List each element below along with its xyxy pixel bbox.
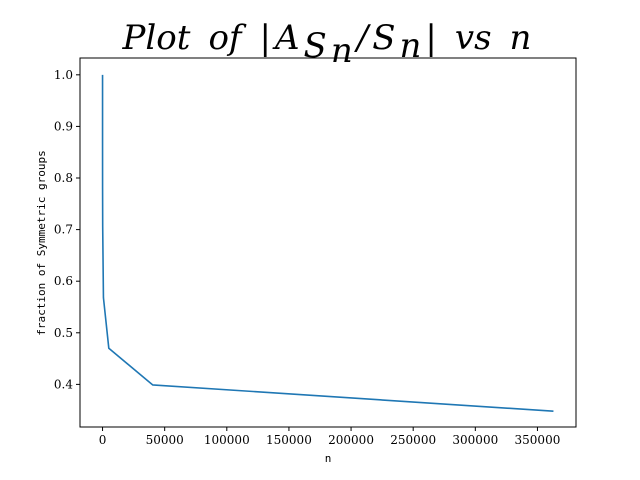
- title-plot: Plot: [122, 18, 191, 58]
- x-tick-label: 0: [99, 433, 107, 447]
- title-slash: /: [354, 18, 372, 58]
- x-axis-label: n: [325, 452, 332, 465]
- y-tick-label: 0.6: [54, 274, 73, 288]
- x-tick-label: 300000: [452, 433, 498, 447]
- title-of: of: [208, 18, 246, 58]
- y-tick-label: 0.4: [54, 377, 73, 391]
- plot-area: 0 50000 100000 150000 200000 250000 300000 3500…: [54, 57, 577, 447]
- x-tick-label: 250000: [390, 433, 436, 447]
- series-line-0: [101, 74, 554, 413]
- y-tick-label: 0.7: [54, 223, 73, 237]
- y-tick-label: 0.5: [54, 326, 73, 340]
- x-tick-label: 50000: [146, 433, 184, 447]
- x-tick-label: 200000: [328, 433, 374, 447]
- y-tick-label: 0.9: [54, 119, 73, 133]
- axes-frame: [79, 57, 577, 428]
- title-n-end: n: [510, 18, 532, 58]
- title-bar-left: |: [260, 18, 271, 58]
- title-a: A: [272, 18, 300, 58]
- title-sub-s: S: [304, 26, 327, 66]
- title-vs: vs: [455, 18, 492, 58]
- x-tick-label: 150000: [266, 433, 312, 447]
- title-bar-right: |: [425, 18, 436, 58]
- title-sub-n: n: [400, 26, 422, 66]
- title-subsub-n: n: [331, 31, 353, 71]
- x-tick-label: 100000: [204, 433, 250, 447]
- y-axis-label: fraction of Symmetric groups: [35, 150, 48, 335]
- chart-title: Plot of | A S n / S n | vs n: [122, 18, 532, 71]
- x-tick-label: 350000: [515, 433, 561, 447]
- y-tick-label: 1.0: [54, 68, 73, 82]
- title-s: S: [372, 18, 395, 58]
- y-tick-label: 0.8: [54, 171, 73, 185]
